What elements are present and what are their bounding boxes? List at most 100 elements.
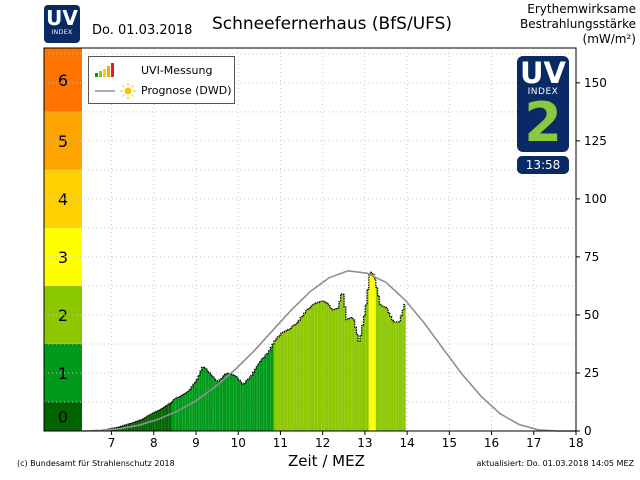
measurement-bar <box>242 384 244 431</box>
measurement-bar <box>154 412 156 431</box>
measurement-bar <box>166 405 169 431</box>
measurement-bar <box>280 333 283 431</box>
measurement-bar <box>220 377 223 431</box>
measurement-bar <box>279 335 281 431</box>
measurement-bar <box>298 320 301 431</box>
measurement-bar <box>212 376 214 431</box>
measurement-bar <box>229 374 232 431</box>
measurement-bar <box>249 377 251 431</box>
measurement-bar <box>184 393 186 431</box>
measurement-bar <box>161 408 163 431</box>
measurement-bar <box>308 307 311 431</box>
measurement-bar <box>379 303 382 431</box>
measurement-bar <box>270 347 272 431</box>
copyright-note: (c) Bundesamt für Strahlenschutz 2018 <box>17 459 175 468</box>
measurement-bar <box>191 386 193 431</box>
measurement-bar <box>231 374 234 431</box>
measurement-bar <box>310 306 313 431</box>
measurement-bars <box>103 271 406 431</box>
uvi-band-label: 1 <box>58 364 68 383</box>
measurement-bar <box>268 350 271 431</box>
measurement-bar <box>185 392 188 431</box>
measurement-bar <box>196 379 199 431</box>
uv-index-logo: UV INDEX <box>44 5 80 43</box>
measurement-bar <box>164 406 167 431</box>
legend-measurement-label: UVI-Messung <box>141 64 213 77</box>
measurement-bar <box>361 325 364 431</box>
measurement-bar <box>145 417 148 431</box>
measurement-bar <box>177 397 179 431</box>
measurement-bar <box>199 371 202 431</box>
measurement-bar <box>206 371 209 431</box>
uvi-band-1 <box>44 343 82 402</box>
measurement-bar <box>340 294 343 431</box>
x-tick-label: 13 <box>357 436 372 450</box>
measurement-bar <box>266 353 269 431</box>
measurement-bar <box>337 308 339 431</box>
uvi-band-label: 0 <box>58 407 68 426</box>
measurement-bar <box>152 413 155 431</box>
logo-index-text: INDEX <box>51 29 73 36</box>
measurement-bar <box>400 316 403 431</box>
date-label: Do. 01.03.2018 <box>92 23 193 38</box>
plot-frame <box>43 47 577 432</box>
uvi-band-label: 2 <box>58 306 68 325</box>
y-tick-label: 150 <box>584 76 607 90</box>
y-tick-label: 25 <box>584 366 599 380</box>
measurement-bar <box>382 306 385 431</box>
uvi-band-4 <box>44 169 82 228</box>
measurement-bar <box>286 330 288 431</box>
x-tick-label: 16 <box>484 436 499 450</box>
measurement-bar <box>233 375 236 431</box>
y-ticks: 0 25 50 75 100 125 150 <box>576 76 607 438</box>
measurement-bar <box>293 325 295 431</box>
x-tick-label: 12 <box>315 436 330 450</box>
chart-title: Schneefernerhaus (BfS/UFS) <box>212 14 453 34</box>
unit-line-2: Bestrahlungsstärke <box>519 17 636 31</box>
measurement-bar <box>338 301 341 431</box>
measurement-bar <box>291 326 294 431</box>
measurement-bar <box>240 382 243 431</box>
measurement-bar <box>312 304 315 431</box>
badge-panel: UV INDEX 2 <box>517 56 569 152</box>
measurement-bar <box>252 372 255 431</box>
measurement-bar <box>356 334 359 431</box>
measurement-bar <box>389 316 392 431</box>
measurement-bar <box>256 366 258 431</box>
badge-index-text: INDEX <box>527 87 559 97</box>
measurement-bar <box>169 402 172 431</box>
uvi-band-6 <box>44 48 82 112</box>
measurement-bar <box>326 303 329 431</box>
measurement-bar <box>347 318 350 431</box>
measurement-bar <box>263 357 265 431</box>
measurement-bar <box>171 401 174 431</box>
updated-timestamp: aktualisiert: Do. 01.03.2018 14:05 MEZ <box>476 459 634 468</box>
measurement-bar <box>147 416 149 431</box>
measurement-bar <box>243 383 246 431</box>
bar-levels-icon <box>95 63 114 77</box>
measurement-bar <box>192 384 195 431</box>
measurement-bar <box>342 294 345 431</box>
measurement-bar <box>386 308 389 431</box>
measurement-bar <box>388 312 390 431</box>
measurement-bar <box>374 278 376 431</box>
measurement-bar <box>272 344 274 431</box>
measurement-bar <box>391 320 394 431</box>
measurement-bar <box>194 381 197 431</box>
uvi-band-0 <box>44 401 82 431</box>
measurement-bar <box>319 301 322 431</box>
measurement-bar <box>201 367 204 431</box>
measurement-bar <box>395 321 397 431</box>
measurement-bar <box>178 396 181 431</box>
measurement-bar <box>226 373 229 431</box>
measurement-bar <box>257 363 260 431</box>
measurement-bar <box>333 309 336 431</box>
measurement-bar <box>305 310 308 431</box>
measurement-bar <box>162 407 165 431</box>
measurement-bar <box>264 355 267 431</box>
measurement-bar <box>315 302 318 431</box>
measurement-bar <box>402 310 404 431</box>
measurement-bar <box>328 305 331 431</box>
uvi-scale: 0 1 2 3 4 5 6 <box>44 48 82 431</box>
legend-forecast: Prognose (DWD) <box>89 82 234 100</box>
